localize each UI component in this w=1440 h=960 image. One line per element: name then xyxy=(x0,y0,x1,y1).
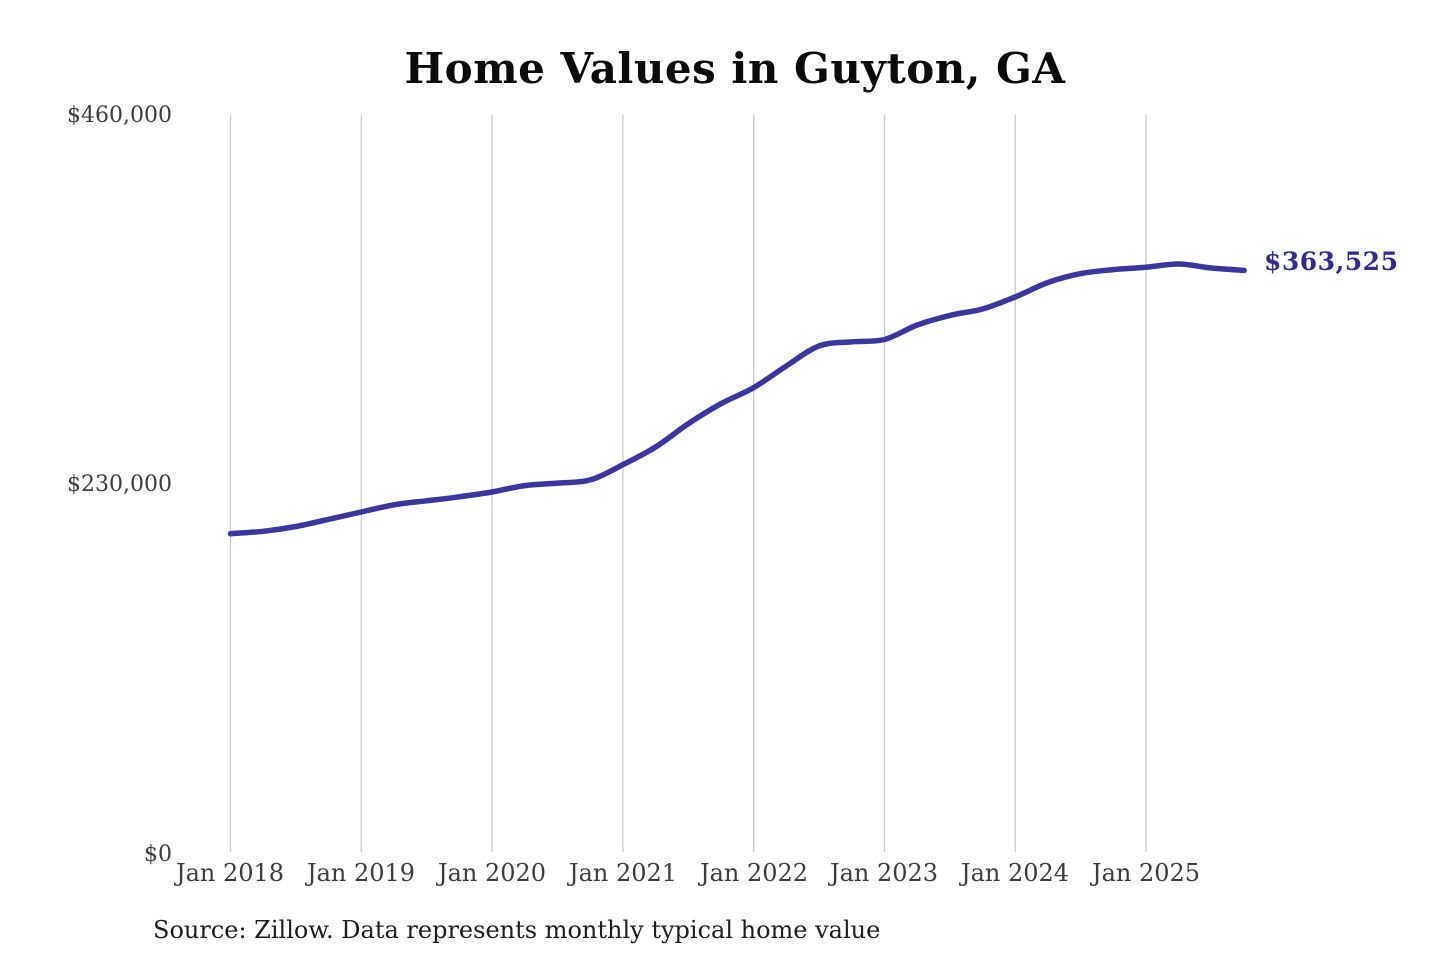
x-axis-tick-jan-2025: Jan 2025 xyxy=(1091,859,1201,887)
x-axis-tick-jan-2019: Jan 2019 xyxy=(306,859,416,887)
x-axis-tick-jan-2021: Jan 2021 xyxy=(568,859,678,887)
x-axis-tick-jan-2023: Jan 2023 xyxy=(829,859,939,887)
y-axis-tick-0: $0 xyxy=(144,842,172,867)
series-end-value-label: $363,525 xyxy=(1264,247,1399,276)
home-value-line xyxy=(227,261,1247,537)
x-axis-tick-jan-2018: Jan 2018 xyxy=(175,859,285,887)
y-axis-tick-230000: $230,000 xyxy=(67,472,172,497)
x-axis-tick-jan-2022: Jan 2022 xyxy=(699,859,809,887)
x-axis-tick-jan-2020: Jan 2020 xyxy=(437,859,547,887)
y-axis-tick-460000: $460,000 xyxy=(67,103,172,128)
source-attribution: Source: Zillow. Data represents monthly … xyxy=(153,916,881,944)
chart-title: Home Values in Guyton, GA xyxy=(404,44,1066,93)
x-axis-tick-jan-2024: Jan 2024 xyxy=(960,859,1070,887)
